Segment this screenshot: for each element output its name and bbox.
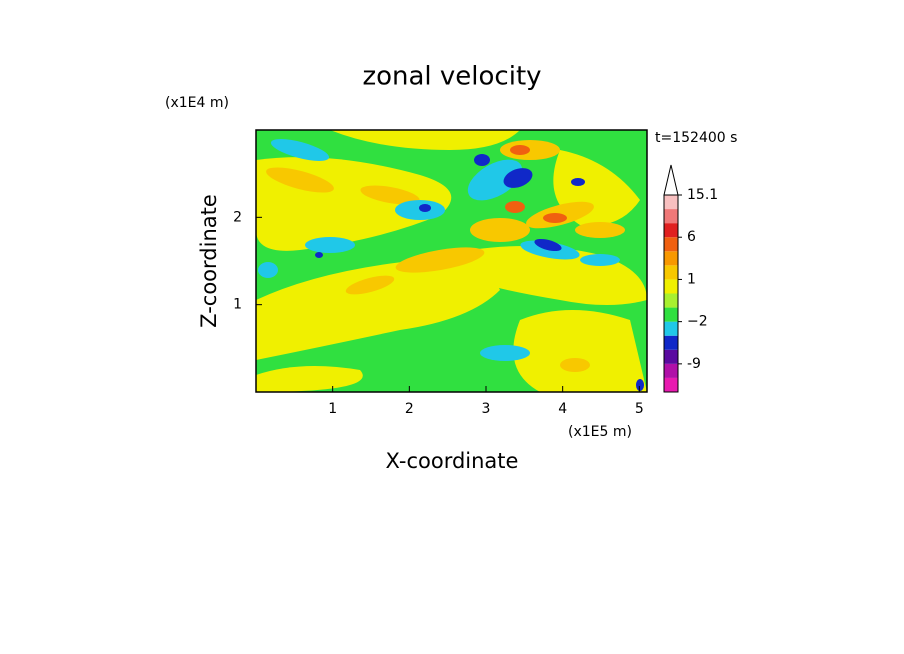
- contour-red: [505, 145, 567, 223]
- colorbar-band: [664, 349, 678, 364]
- time-label: t=152400 s: [655, 130, 737, 146]
- colorbar-band: [664, 279, 678, 294]
- plot-frame: [255, 129, 648, 393]
- x-unit: (x1E5 m): [568, 424, 632, 440]
- x-tick-label: 2: [405, 401, 414, 417]
- y-tick-label: 1: [233, 297, 242, 313]
- contour-field: [256, 130, 647, 392]
- x-tick-label: 3: [482, 401, 491, 417]
- contour-cyan: [258, 139, 620, 361]
- y-unit: (x1E4 m): [165, 95, 229, 111]
- colorbar-band: [664, 335, 678, 350]
- colorbar-tick-label: 1: [687, 271, 696, 287]
- x-tick-label: 5: [635, 401, 644, 417]
- x-tick-label: 1: [328, 401, 337, 417]
- colorbar-band: [664, 237, 678, 252]
- colorbar-band: [664, 265, 678, 280]
- colorbar-band: [664, 363, 678, 378]
- colorbar-band: [664, 321, 678, 336]
- colorbar-band: [664, 377, 678, 392]
- colorbar-frame: [663, 194, 679, 393]
- colorbar-band: [664, 251, 678, 266]
- axes: 1 2 3 4 5 1 2 15.1 6 1 −2 -9: [233, 164, 718, 417]
- contour-orange: [266, 140, 625, 372]
- x-tick-label: 4: [558, 401, 567, 417]
- colorbar-band: [664, 209, 678, 224]
- colorbar-tick-label: −2: [687, 314, 708, 330]
- colorbar-band: [664, 195, 678, 210]
- y-axis-label: Z-coordinate: [197, 194, 221, 328]
- colorbar-band: [664, 307, 678, 322]
- chart-title: zonal velocity: [362, 62, 541, 92]
- x-axis-label: X-coordinate: [386, 449, 519, 473]
- colorbar-tick-label: 15.1: [687, 187, 718, 203]
- colorbar-band: [664, 223, 678, 238]
- colorbar-band: [664, 293, 678, 308]
- colorbar-arrow: [663, 164, 679, 196]
- y-tick-label: 2: [233, 209, 242, 225]
- contour-blue: [315, 154, 644, 391]
- colorbar-tick-label: -9: [687, 356, 701, 372]
- contour-yellow: [256, 130, 647, 392]
- colorbar-tick-label: 6: [687, 229, 696, 245]
